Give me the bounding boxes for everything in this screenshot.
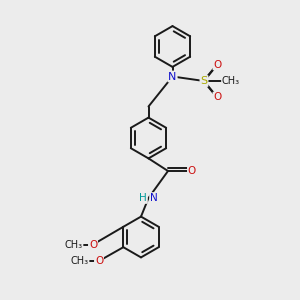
Text: O: O [95, 256, 103, 266]
Text: CH₃: CH₃ [70, 256, 88, 266]
Text: CH₃: CH₃ [222, 76, 240, 86]
Text: H: H [139, 193, 147, 203]
Text: S: S [200, 76, 208, 86]
Text: O: O [89, 239, 97, 250]
Text: O: O [213, 92, 222, 103]
Text: N: N [168, 71, 177, 82]
Text: O: O [188, 166, 196, 176]
Text: CH₃: CH₃ [64, 239, 82, 250]
Text: N: N [150, 193, 158, 203]
Text: O: O [213, 59, 222, 70]
